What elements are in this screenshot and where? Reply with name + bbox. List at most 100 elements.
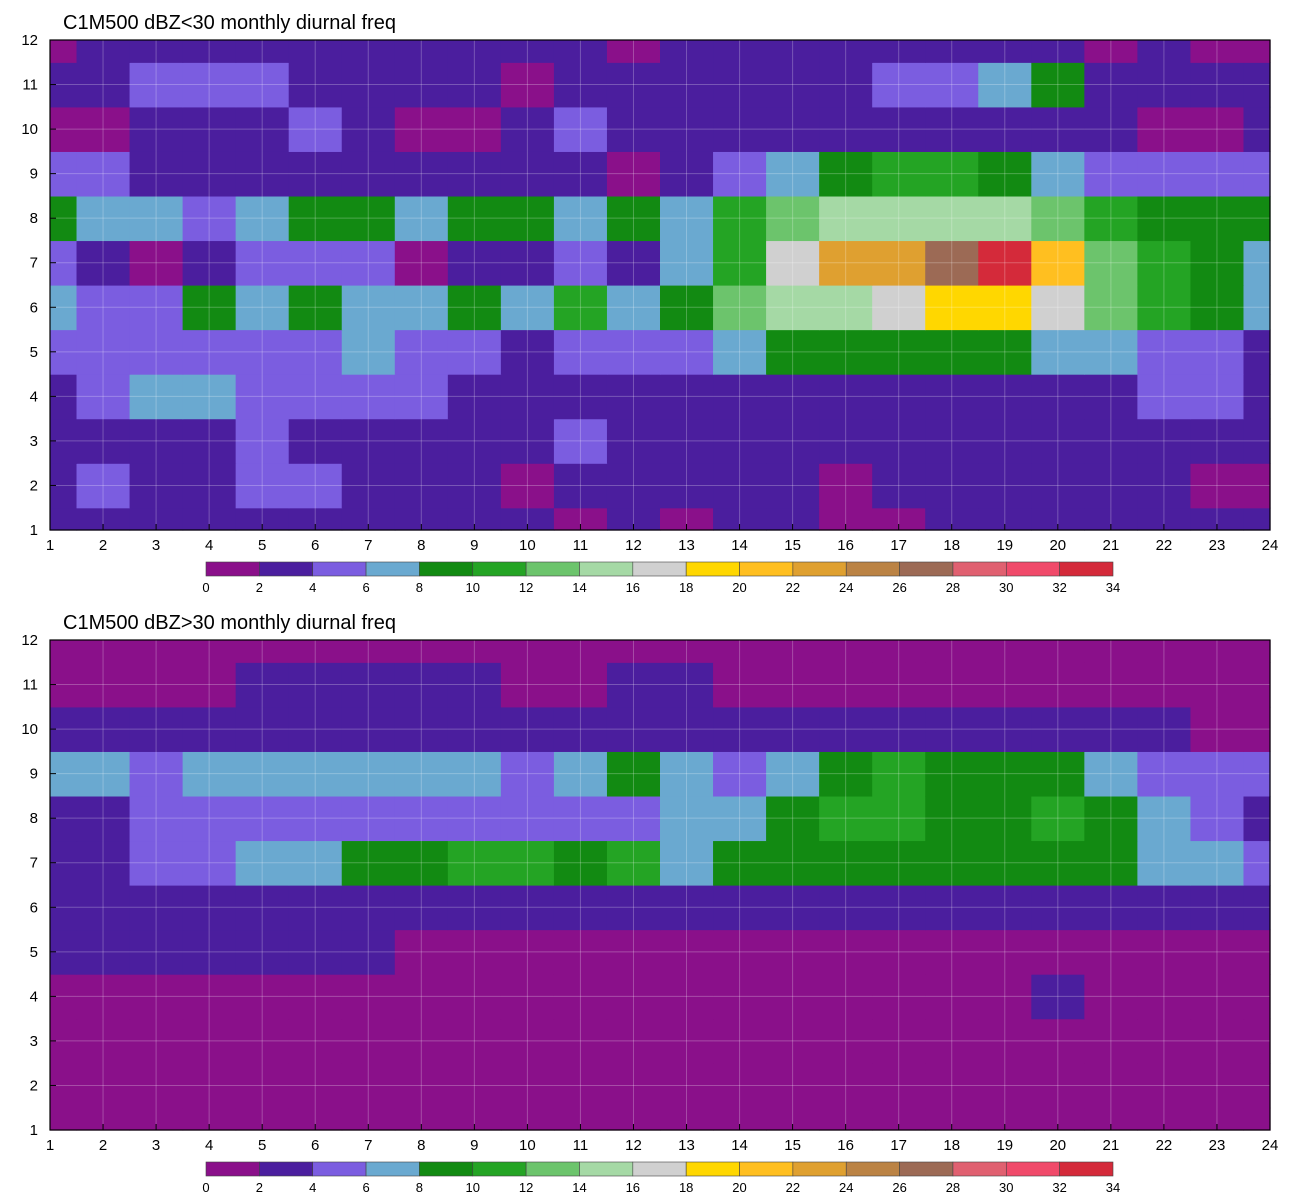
contour-cell — [713, 507, 767, 531]
contour-cell — [129, 640, 184, 663]
contour-cell — [1190, 329, 1245, 375]
x-tick-label: 12 — [625, 537, 642, 554]
contour-cell — [129, 840, 184, 886]
contour-cell — [606, 374, 661, 420]
contour-cell — [341, 974, 396, 1020]
contour-cell — [1137, 974, 1192, 1020]
contour-cell — [447, 640, 502, 663]
contour-cell — [288, 240, 343, 286]
contour-cell — [872, 62, 926, 108]
contour-cell — [872, 751, 926, 797]
contour-cell — [129, 285, 184, 331]
y-tick-label: 2 — [30, 477, 38, 494]
contour-cell — [394, 329, 449, 375]
colorbar-swatch — [419, 1161, 474, 1177]
contour-cell — [978, 751, 1032, 797]
contour-cell — [182, 195, 237, 242]
contour-cell — [819, 1107, 873, 1131]
contour-cell — [235, 151, 290, 197]
contour-cell — [713, 840, 767, 886]
contour-cell — [1190, 240, 1245, 286]
contour-cell — [978, 1018, 1032, 1064]
x-tick-label: 16 — [837, 537, 854, 554]
colorbar-label: 8 — [416, 580, 423, 595]
contour-cell — [606, 507, 661, 531]
contour-cell — [925, 40, 979, 63]
x-tick-label: 4 — [205, 1137, 213, 1154]
contour-cell — [500, 974, 555, 1020]
y-tick-label: 1 — [30, 522, 38, 539]
contour-cell — [606, 463, 661, 509]
colorbar-swatch — [579, 561, 634, 577]
contour-cell — [606, 751, 661, 797]
contour-cell — [1084, 706, 1138, 752]
contour-cell — [394, 463, 449, 509]
contour-cell — [182, 40, 237, 63]
contour-cell — [1243, 795, 1271, 842]
contour-cell — [394, 285, 449, 331]
contour-cell — [1137, 751, 1192, 797]
colorbar-swatch — [685, 561, 740, 577]
colorbar-swatch — [419, 561, 474, 577]
contour-cell — [713, 418, 767, 464]
contour-cell — [553, 1107, 608, 1131]
contour-cell — [1084, 40, 1138, 63]
contour-cell — [660, 885, 714, 931]
contour-cell — [235, 62, 290, 108]
contour-cell — [447, 285, 502, 331]
contour-cell — [288, 285, 343, 331]
contour-cell — [288, 1107, 343, 1131]
contour-cell — [978, 106, 1032, 152]
contour-cell — [713, 885, 767, 931]
contour-cell — [978, 662, 1032, 708]
contour-cell — [1031, 40, 1085, 63]
contour-cell — [872, 463, 926, 509]
contour-cell — [1243, 62, 1271, 108]
contour-cell — [341, 1018, 396, 1064]
contour-cell — [235, 374, 290, 420]
contour-cell — [235, 751, 290, 797]
contour-cell — [606, 62, 661, 108]
contour-cell — [1084, 418, 1138, 464]
contour-cell — [76, 706, 131, 752]
colorbar-swatch — [579, 1161, 634, 1177]
contour-cell — [288, 507, 343, 531]
contour-cell — [182, 840, 237, 886]
contour-cell — [1031, 106, 1085, 152]
contour-cell — [129, 62, 184, 108]
contour-cell — [500, 374, 555, 420]
x-tick-label: 11 — [573, 1137, 589, 1154]
colorbar-label: 4 — [309, 580, 316, 595]
x-tick-label: 9 — [470, 1137, 478, 1154]
contour-cell — [447, 195, 502, 242]
contour-cell — [182, 285, 237, 331]
colorbar-label: 22 — [786, 1180, 800, 1195]
contour-cell — [76, 662, 131, 708]
contour-cell — [500, 62, 555, 108]
contour-cell — [925, 751, 979, 797]
contour-cell — [1190, 929, 1245, 975]
contour-cell — [606, 151, 661, 197]
x-tick-label: 5 — [258, 1137, 266, 1154]
colorbar-label: 30 — [999, 580, 1013, 595]
x-tick-label: 3 — [152, 1137, 160, 1154]
colorbar-label: 20 — [732, 580, 746, 595]
contour-cell — [660, 1063, 714, 1109]
contour-cell — [1084, 62, 1138, 108]
contour-cell — [766, 62, 820, 108]
contour-cell — [500, 640, 555, 663]
contour-cell — [235, 463, 290, 509]
colorbar-label: 12 — [519, 580, 533, 595]
contour-cell — [76, 240, 131, 286]
contour-cell — [1137, 840, 1192, 886]
contour-cell — [1084, 1018, 1138, 1064]
contour-cell — [341, 151, 396, 197]
contour-cell — [76, 106, 131, 152]
colorbar-label: 14 — [572, 580, 586, 595]
x-tick-label: 13 — [678, 1137, 695, 1154]
contour-cell — [713, 795, 767, 842]
contour-cell — [713, 706, 767, 752]
contour-cell — [872, 662, 926, 708]
contour-cell — [182, 106, 237, 152]
contour-cell — [660, 106, 714, 152]
